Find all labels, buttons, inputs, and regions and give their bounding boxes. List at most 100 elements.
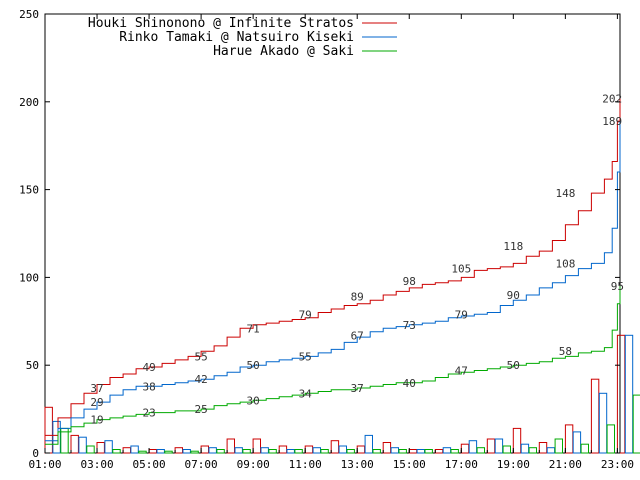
x-tick-label: 09:00 (237, 458, 270, 471)
hour-bar (208, 447, 217, 454)
hour-bar (606, 424, 615, 454)
hour-bar (216, 449, 225, 454)
hour-bar (70, 434, 79, 454)
hour-bar (226, 438, 236, 454)
hour-bar (546, 447, 556, 454)
hourly-bars (44, 334, 640, 454)
hour-bar (356, 445, 366, 454)
legend-label: Houki Shinonono @ Infinite Stratos (88, 16, 354, 31)
data-labels: 37 49 55 71 79 89 98 105 118 148 202 29 38 42 50 55 67 73… (90, 92, 624, 426)
data-label: 23 (142, 407, 155, 420)
data-label: 37 (90, 382, 103, 395)
hour-bar (616, 334, 626, 454)
hour-bar (450, 449, 459, 454)
x-tick-label: 13:00 (341, 458, 374, 471)
data-label: 105 (451, 263, 471, 276)
data-label: 95 (611, 280, 624, 293)
data-label: 19 (90, 414, 103, 427)
data-label: 47 (455, 365, 468, 378)
data-label: 148 (555, 187, 575, 200)
data-label: 118 (503, 240, 523, 253)
hour-bar (512, 427, 522, 454)
data-label: 90 (507, 289, 520, 302)
x-tick-label: 07:00 (185, 458, 218, 471)
data-label: 108 (555, 257, 575, 270)
hour-bar (338, 445, 348, 454)
data-label: 29 (90, 396, 103, 409)
hour-bar (278, 445, 288, 454)
hour-bar (330, 440, 340, 454)
hour-bar (408, 449, 418, 454)
legend: Houki Shinonono @ Infinite StratosRinko … (88, 16, 397, 59)
series-lines (45, 98, 621, 445)
x-tick-label: 19:00 (497, 458, 530, 471)
x-tick-label: 21:00 (549, 458, 582, 471)
series-line-3 (45, 286, 621, 445)
hour-bar (364, 434, 374, 454)
data-label: 50 (246, 359, 259, 372)
series-line-2 (45, 121, 621, 442)
x-tick-label: 01:00 (28, 458, 61, 471)
hour-bar (476, 447, 486, 454)
x-tick-label: 03:00 (80, 458, 113, 471)
hour-bar (52, 420, 61, 454)
hour-bar (632, 394, 640, 454)
hour-bar (260, 447, 269, 454)
hour-bar (486, 438, 496, 454)
data-label: 55 (299, 350, 312, 363)
data-label: 30 (246, 394, 259, 407)
data-label: 50 (507, 359, 520, 372)
y-tick-label: 0 (32, 447, 39, 460)
hour-bar (416, 449, 426, 454)
hour-bar (372, 449, 381, 454)
hour-bar (538, 442, 548, 454)
hour-bar (104, 440, 113, 454)
hour-bar (182, 449, 191, 454)
data-label: 37 (351, 382, 364, 395)
hour-bar (78, 436, 87, 454)
hour-bar (494, 438, 504, 454)
hour-bar (174, 447, 184, 454)
x-tick-label: 15:00 (393, 458, 426, 471)
hour-bar (572, 431, 582, 454)
hour-bar (382, 442, 392, 454)
hour-bar (590, 378, 600, 454)
data-label: 98 (403, 275, 416, 288)
legend-label: Rinko Tamaki @ Natsuiro Kiseki (119, 30, 354, 45)
x-tick-label: 05:00 (133, 458, 166, 471)
hour-bar (398, 449, 407, 454)
hour-bar (564, 424, 574, 454)
hour-bar (320, 449, 329, 454)
data-label: 49 (142, 361, 155, 374)
hour-bar (554, 438, 563, 454)
data-label: 38 (142, 380, 155, 393)
hour-bar (96, 442, 105, 454)
hour-bar (442, 447, 452, 454)
hour-bar (234, 447, 243, 454)
data-label: 79 (455, 308, 468, 321)
hour-bar (44, 406, 53, 454)
hour-bar (312, 447, 322, 454)
hour-bar (242, 449, 251, 454)
hour-bar (580, 443, 589, 454)
series-line-1 (45, 98, 621, 436)
hour-bar (112, 449, 121, 454)
data-label: 71 (246, 322, 259, 335)
hour-bar (130, 445, 139, 454)
hour-bar (424, 449, 433, 454)
axes: 0 50 100 150 200 250 01:00 03:00 05:00 07:00 09:00… (19, 8, 634, 471)
hour-bar (164, 450, 173, 454)
hour-bar (468, 440, 478, 454)
y-tick-label: 150 (19, 184, 39, 197)
data-label: 55 (194, 350, 207, 363)
data-label: 40 (403, 377, 416, 390)
data-label: 34 (299, 387, 313, 400)
hour-bar (268, 449, 277, 454)
hour-bar (304, 445, 314, 454)
hour-bar (528, 447, 537, 454)
hour-bar (156, 449, 165, 454)
hour-bar (294, 449, 303, 454)
hour-bar (200, 445, 210, 454)
data-label: 73 (403, 319, 416, 332)
